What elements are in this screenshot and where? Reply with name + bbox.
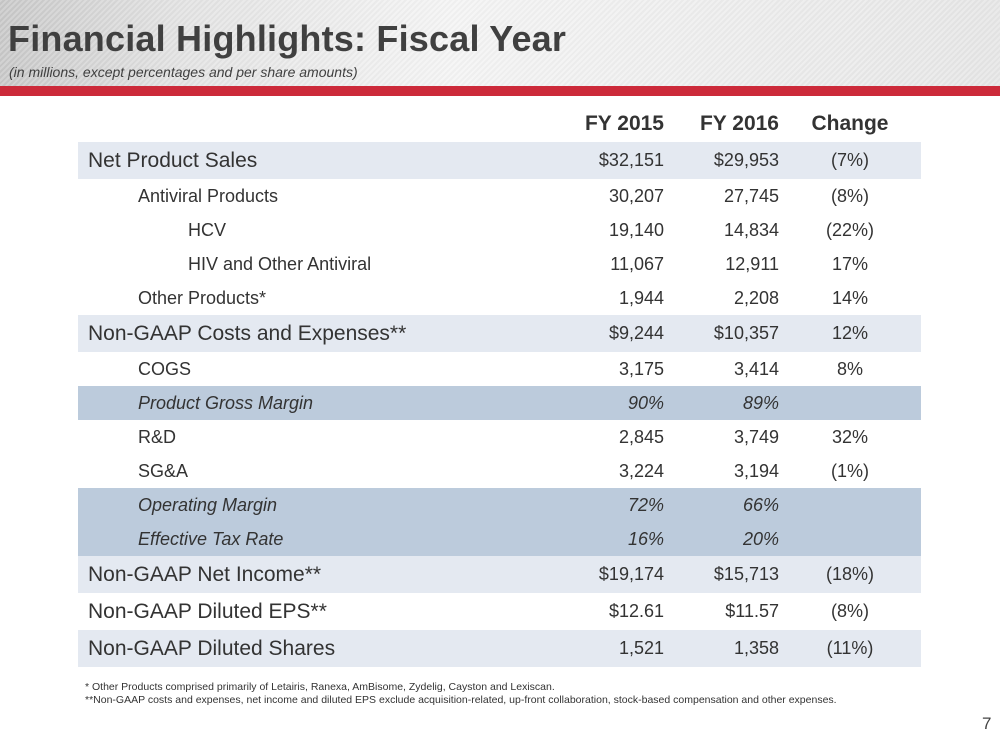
cell-change: 8% (836, 358, 863, 379)
cell-fy2015: 19,140 (608, 219, 664, 240)
row-label: R&D (138, 426, 177, 447)
cell-fy2015: 11,067 (610, 253, 664, 274)
row-label: Net Product Sales (78, 142, 549, 179)
header-pattern (0, 0, 1000, 86)
table-row: Non-GAAP Diluted EPS** $12.61 $11.57 (8%… (78, 593, 921, 630)
cell-fy2016: 2,208 (733, 287, 779, 308)
row-label: Non-GAAP Diluted EPS** (88, 599, 327, 623)
cell-change (779, 522, 921, 556)
financial-table: FY 2015 FY 2016 Change Net Product Sales… (78, 106, 921, 667)
row-label: Antiviral Products (138, 185, 279, 206)
cell-fy2015: 1,944 (618, 287, 664, 308)
table-row: Non-GAAP Diluted Shares 1,521 1,358 (11%… (78, 630, 921, 667)
cell-change: (18%) (779, 556, 921, 593)
cell-change: (7%) (779, 142, 921, 179)
row-label: Other Products* (138, 287, 267, 308)
cell-change: 32% (831, 426, 869, 447)
footnotes: * Other Products comprised primarily of … (85, 681, 837, 707)
cell-fy2015: 2,845 (618, 426, 664, 447)
table-row: Effective Tax Rate 16% 20% (78, 522, 921, 556)
cell-fy2015: 72% (549, 488, 664, 522)
cell-fy2016: 12,911 (725, 253, 779, 274)
cell-change: 17% (831, 253, 869, 274)
table-row: COGS 3,175 3,414 8% (78, 352, 921, 386)
table-header-row: FY 2015 FY 2016 Change (78, 106, 921, 142)
row-label: COGS (138, 358, 192, 379)
cell-fy2016: 66% (664, 488, 779, 522)
cell-fy2015: 1,521 (549, 630, 664, 667)
cell-fy2015: $32,151 (549, 142, 664, 179)
table-row: Product Gross Margin 90% 89% (78, 386, 921, 420)
row-label: Effective Tax Rate (78, 522, 549, 556)
row-label: SG&A (138, 460, 189, 481)
table-row: Non-GAAP Costs and Expenses** $9,244 $10… (78, 315, 921, 352)
cell-fy2016: 89% (664, 386, 779, 420)
cell-change (779, 488, 921, 522)
footnote-other-products: * Other Products comprised primarily of … (85, 681, 555, 693)
cell-fy2016: 3,749 (733, 426, 779, 447)
header-divider (0, 86, 1000, 96)
cell-change: (1%) (830, 460, 869, 481)
page-subtitle: (in millions, except percentages and per… (9, 64, 358, 80)
cell-fy2016: 27,745 (723, 185, 779, 206)
row-label: Non-GAAP Net Income** (78, 556, 549, 593)
table-row: Net Product Sales $32,151 $29,953 (7%) (78, 142, 921, 179)
table-row: HCV 19,140 14,834 (22%) (78, 213, 921, 247)
row-label: HIV and Other Antiviral (188, 253, 372, 274)
cell-fy2015: 3,175 (618, 358, 664, 379)
row-label: Non-GAAP Costs and Expenses** (78, 315, 549, 352)
cell-change: (8%) (830, 601, 869, 621)
cell-fy2016: 1,358 (664, 630, 779, 667)
row-label: Product Gross Margin (78, 386, 549, 420)
table-row: Antiviral Products 30,207 27,745 (8%) (78, 179, 921, 213)
cell-change: 14% (831, 287, 869, 308)
table-row: Non-GAAP Net Income** $19,174 $15,713 (1… (78, 556, 921, 593)
cell-change: 12% (779, 315, 921, 352)
header-banner: Financial Highlights: Fiscal Year (in mi… (0, 0, 1000, 86)
cell-fy2016: 3,414 (733, 358, 779, 379)
cell-fy2015: 3,224 (618, 460, 664, 481)
header-change: Change (811, 112, 889, 135)
cell-change: (22%) (825, 219, 874, 240)
cell-fy2015: 90% (549, 386, 664, 420)
row-label: Non-GAAP Diluted Shares (78, 630, 549, 667)
table-row: R&D 2,845 3,749 32% (78, 420, 921, 454)
header-fy2015: FY 2015 (584, 112, 664, 135)
cell-fy2016: 14,834 (723, 219, 779, 240)
cell-change: (11%) (779, 630, 921, 667)
header-label (78, 106, 549, 142)
cell-fy2016: $11.57 (725, 601, 779, 621)
footnote-non-gaap: **Non-GAAP costs and expenses, net incom… (85, 694, 837, 706)
cell-change: (8%) (830, 185, 869, 206)
row-label: Operating Margin (78, 488, 549, 522)
cell-fy2016: 20% (664, 522, 779, 556)
table-row: Other Products* 1,944 2,208 14% (78, 281, 921, 315)
cell-fy2015: 30,207 (608, 185, 664, 206)
cell-change (779, 386, 921, 420)
cell-fy2015: $19,174 (549, 556, 664, 593)
cell-fy2016: 3,194 (733, 460, 779, 481)
table-row: Operating Margin 72% 66% (78, 488, 921, 522)
cell-fy2016: $29,953 (664, 142, 779, 179)
row-label: HCV (188, 219, 227, 240)
cell-fy2016: $10,357 (664, 315, 779, 352)
cell-fy2015: $12.61 (608, 601, 664, 621)
page-title: Financial Highlights: Fiscal Year (8, 18, 567, 59)
cell-fy2015: $9,244 (549, 315, 664, 352)
cell-fy2015: 16% (549, 522, 664, 556)
table-row: HIV and Other Antiviral 11,067 12,911 17… (78, 247, 921, 281)
page-number: 7 (982, 714, 992, 733)
header-fy2016: FY 2016 (699, 112, 779, 135)
table-row: SG&A 3,224 3,194 (1%) (78, 454, 921, 488)
cell-fy2016: $15,713 (664, 556, 779, 593)
